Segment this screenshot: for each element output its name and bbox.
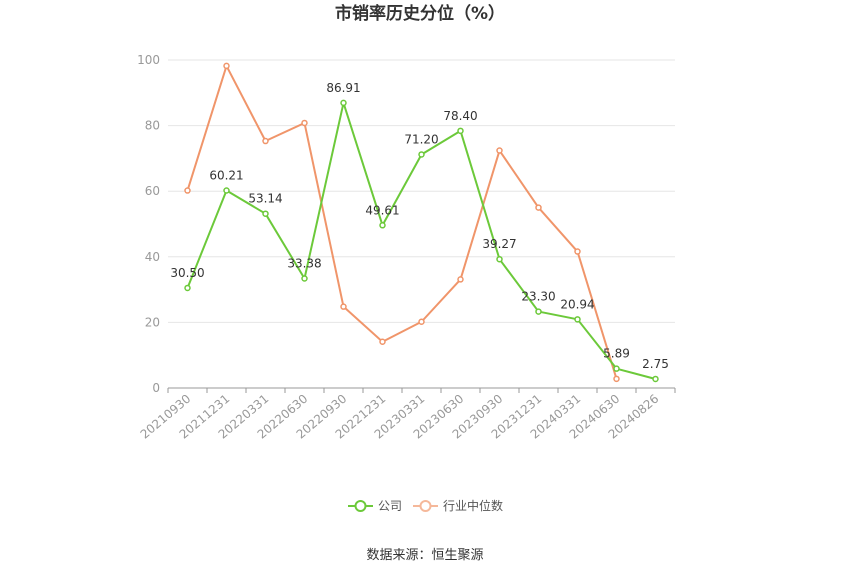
- data-point[interactable]: [574, 248, 581, 255]
- data-point[interactable]: [613, 375, 620, 383]
- data-point[interactable]: [535, 204, 542, 211]
- y-tick-label: 0: [152, 381, 160, 395]
- data-point[interactable]: [301, 275, 308, 282]
- data-point[interactable]: [184, 187, 191, 194]
- data-point[interactable]: [574, 316, 581, 323]
- data-point[interactable]: [301, 119, 308, 127]
- y-tick-label: 20: [145, 315, 160, 329]
- legend-marker: [354, 500, 367, 512]
- legend-marker: [419, 500, 432, 512]
- data-point[interactable]: [184, 284, 191, 292]
- data-point[interactable]: [379, 222, 386, 229]
- data-point[interactable]: [379, 338, 386, 346]
- data-label: 33.38: [287, 257, 321, 271]
- data-label: 5.89: [603, 347, 630, 361]
- data-label: 60.21: [209, 169, 243, 183]
- series: [184, 62, 659, 383]
- data-point[interactable]: [496, 147, 503, 154]
- data-label: 49.61: [365, 203, 399, 217]
- legend[interactable]: 公司 行业中位数: [348, 498, 503, 513]
- data-label: 30.50: [170, 266, 204, 280]
- source-note: 数据来源：恒生聚源: [366, 548, 483, 563]
- data-point[interactable]: [262, 137, 269, 145]
- data-point[interactable]: [262, 210, 269, 217]
- data-label: 20.94: [560, 297, 594, 311]
- data-label: 71.20: [404, 132, 438, 146]
- data-point[interactable]: [652, 375, 659, 383]
- data-point[interactable]: [340, 99, 347, 107]
- data-point[interactable]: [496, 255, 503, 263]
- legend-label: 公司: [378, 499, 402, 513]
- legend-item-industry-median[interactable]: 行业中位数: [413, 498, 503, 513]
- data-label: 86.91: [326, 81, 360, 95]
- data-label: 39.27: [482, 237, 516, 251]
- data-point[interactable]: [613, 365, 620, 372]
- y-tick-label: 60: [145, 184, 160, 198]
- data-point[interactable]: [457, 127, 464, 135]
- data-point[interactable]: [457, 276, 464, 283]
- legend-label: 行业中位数: [443, 498, 503, 513]
- y-axis: 0 20 40 60 80 100: [137, 53, 160, 395]
- data-point[interactable]: [223, 187, 230, 194]
- data-point[interactable]: [418, 318, 425, 325]
- data-point[interactable]: [223, 62, 230, 70]
- series-line-industry-median: [186, 64, 618, 380]
- data-labels: 30.50 60.21 53.14 33.38 86.91 49.61 71.20 78.40…: [170, 81, 669, 371]
- data-label: 53.14: [248, 192, 282, 206]
- data-label: 2.75: [642, 357, 669, 371]
- data-point[interactable]: [418, 151, 425, 158]
- data-point[interactable]: [535, 308, 542, 315]
- data-label: 78.40: [443, 109, 477, 123]
- y-tick-label: 100: [137, 53, 160, 67]
- legend-item-company[interactable]: 公司: [348, 499, 402, 513]
- data-point[interactable]: [340, 303, 347, 310]
- y-tick-label: 80: [145, 119, 160, 133]
- y-tick-label: 40: [145, 250, 160, 264]
- gridlines: [168, 59, 675, 323]
- data-label: 23.30: [521, 290, 555, 304]
- x-axis: 2021093020211231202203312022063020220930…: [138, 387, 676, 442]
- chart-title: 市销率历史分位（%）: [335, 3, 505, 24]
